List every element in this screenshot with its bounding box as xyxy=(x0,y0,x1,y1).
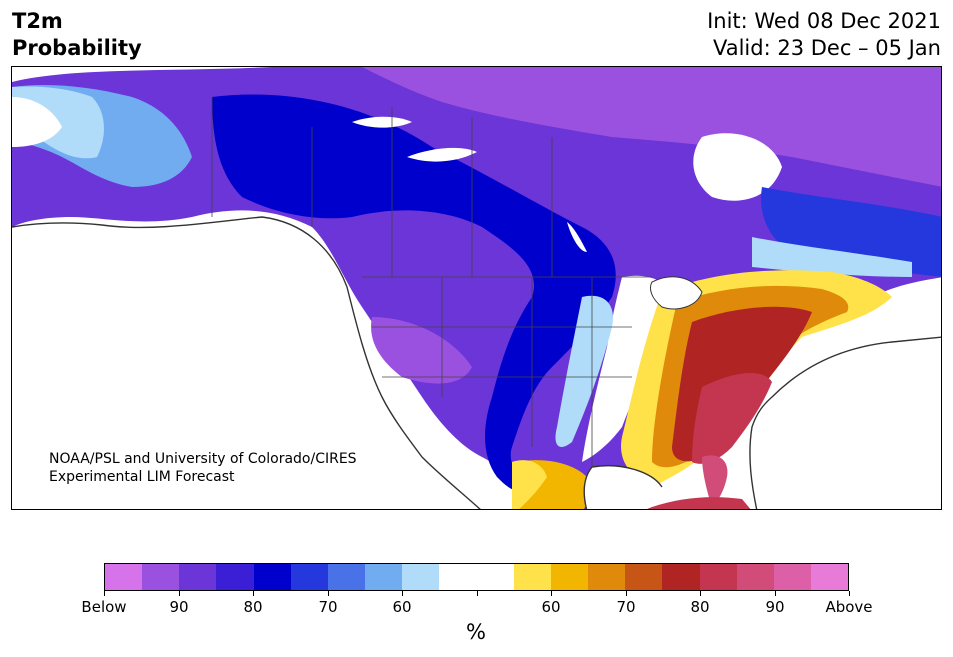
colorbar-tick xyxy=(849,591,850,596)
forecast-map xyxy=(11,66,942,510)
credit-text: NOAA/PSL and University of Colorado/CIRE… xyxy=(49,450,357,486)
colorbar-unit: % xyxy=(466,620,486,644)
great-bear-lake xyxy=(352,116,412,128)
probability-map-svg xyxy=(12,67,941,509)
map-title: T2m Probability xyxy=(12,8,142,62)
lake-winnipeg xyxy=(567,222,587,252)
colorbar-tick-label: 90 xyxy=(169,598,189,616)
transition-white-zone xyxy=(582,275,672,462)
colorbar-segment xyxy=(105,564,143,590)
colorbar-tick-label: 70 xyxy=(616,598,636,616)
great-slave-lake xyxy=(407,147,477,162)
colorbar-tick-label: 60 xyxy=(541,598,561,616)
colorbar-tick xyxy=(253,591,254,596)
warm-pink-region xyxy=(692,372,772,464)
colorbar-tick-label: Below xyxy=(81,598,127,616)
arctic-purple-region xyxy=(362,67,941,187)
colorbar-segment xyxy=(439,564,477,590)
hudson-bay xyxy=(693,133,782,201)
colorbar-tick-label: 90 xyxy=(765,598,785,616)
colorbar-tick-label: 60 xyxy=(392,598,412,616)
title-variable: T2m xyxy=(12,9,63,33)
colorbar-segment xyxy=(588,564,626,590)
southwest-light-purple xyxy=(371,317,472,384)
colorbar-segment xyxy=(736,564,774,590)
probability-colorbar xyxy=(104,563,849,591)
valid-range: Valid: 23 Dec – 05 Jan xyxy=(712,36,941,60)
colorbar-segment xyxy=(179,564,217,590)
colorbar-tick xyxy=(700,591,701,596)
eastern-canada-lightblue xyxy=(752,237,912,277)
colorbar-tick-labels: Below 90 80 70 60 60 70 80 90 Above xyxy=(81,598,872,618)
colorbar-tick xyxy=(775,591,776,596)
colorbar-segment xyxy=(402,564,440,590)
colorbar-tick-label: 70 xyxy=(318,598,338,616)
colorbar-segment xyxy=(476,564,514,590)
title-type: Probability xyxy=(12,36,142,60)
colorbar-segment xyxy=(253,564,291,590)
colorbar-segment xyxy=(810,564,849,590)
mexico-yellow-region xyxy=(512,460,547,509)
colorbar-segment xyxy=(550,564,589,590)
colorbar-segment xyxy=(625,564,663,590)
atlantic-ocean xyxy=(749,337,941,509)
colorbar-segment xyxy=(290,564,328,590)
colorbar-segment xyxy=(773,564,811,590)
credit-line2: Experimental LIM Forecast xyxy=(49,469,235,485)
colorbar-segment xyxy=(699,564,737,590)
florida-pink xyxy=(702,455,728,507)
credit-line1: NOAA/PSL and University of Colorado/CIRE… xyxy=(49,451,357,467)
cold-core-region xyxy=(212,94,616,492)
colorbar-tick-label: 80 xyxy=(690,598,710,616)
colorbar-tick xyxy=(104,591,105,596)
colorbar-tick xyxy=(477,591,478,596)
cuba-island xyxy=(647,497,751,509)
gulf-of-mexico xyxy=(584,465,662,509)
forecast-dates: Init: Wed 08 Dec 2021 Valid: 23 Dec – 05… xyxy=(707,8,941,62)
alaska-white-region xyxy=(12,97,62,147)
colorbar-tick xyxy=(626,591,627,596)
transition-lightblue-zone xyxy=(555,295,613,447)
colorbar-tick xyxy=(402,591,403,596)
colorbar-segment xyxy=(513,564,551,590)
colorbar-segment xyxy=(327,564,366,590)
colorbar-segment xyxy=(365,564,403,590)
colorbar-segment xyxy=(662,564,700,590)
pacific-ocean xyxy=(12,217,480,509)
colorbar-tick-label: 80 xyxy=(243,598,263,616)
colorbar-tick xyxy=(551,591,552,596)
political-borders xyxy=(211,97,652,467)
colorbar-ticks xyxy=(104,591,850,596)
colorbar-tick xyxy=(179,591,180,596)
init-date: Init: Wed 08 Dec 2021 xyxy=(707,9,941,33)
colorbar-tick xyxy=(328,591,329,596)
colorbar-segment xyxy=(216,564,254,590)
colorbar-segment xyxy=(142,564,180,590)
colorbar-tick-label: Above xyxy=(825,598,873,616)
great-lakes xyxy=(649,276,703,310)
